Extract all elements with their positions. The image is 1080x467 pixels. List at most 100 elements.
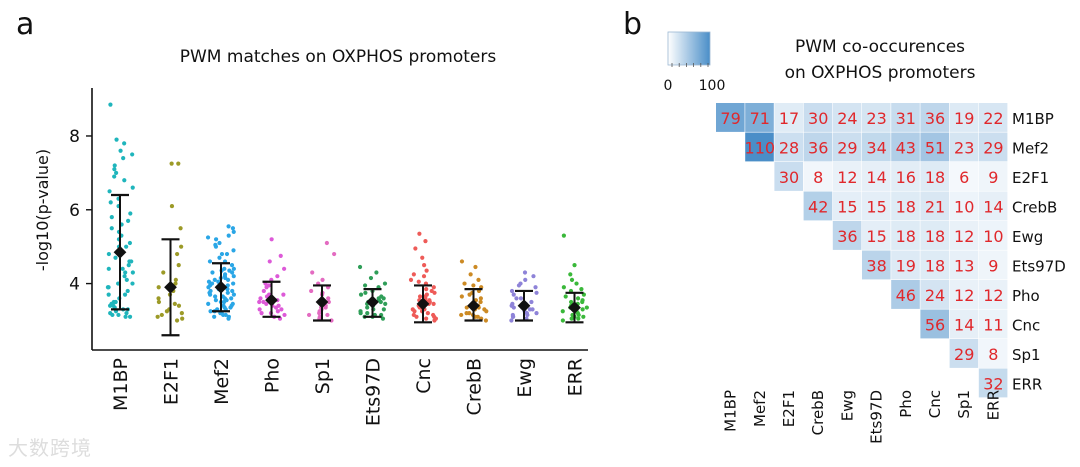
heatmap-cell (949, 250, 979, 280)
data-point (459, 294, 464, 299)
heatmap-cell (891, 162, 920, 191)
data-point (231, 229, 236, 235)
heatmap-cell (832, 103, 862, 132)
heatmap-value: 12 (983, 286, 1003, 305)
data-point (282, 266, 287, 271)
data-point (374, 270, 379, 275)
data-point (230, 301, 235, 306)
heatmap-value: 6 (959, 168, 969, 187)
data-point (108, 310, 113, 316)
data-point (332, 251, 337, 257)
heatmap-cell (978, 280, 1008, 309)
x-tick-label: Ets97D (363, 358, 385, 426)
heatmap-value: 29 (837, 138, 857, 157)
heatmap-cell (978, 309, 1008, 339)
data-point (326, 299, 331, 305)
data-point (121, 156, 126, 161)
data-point (223, 312, 228, 318)
data-point (210, 270, 215, 275)
data-point (230, 226, 236, 231)
data-point (516, 283, 522, 288)
data-point (231, 292, 236, 297)
heatmap-cell (891, 280, 920, 309)
heatmap-value: 15 (837, 197, 857, 216)
data-point (226, 233, 231, 238)
heatmap-value: 31 (896, 109, 916, 128)
mean-marker (467, 299, 480, 313)
panel-a-title: PWM matches on OXPHOS promoters (180, 47, 497, 67)
data-point (124, 244, 129, 249)
data-point (113, 299, 118, 305)
data-point (420, 255, 425, 260)
data-point (416, 279, 421, 284)
data-point (176, 263, 181, 268)
data-point (223, 275, 228, 281)
data-point (510, 301, 515, 306)
heatmap-value: 14 (954, 315, 974, 334)
data-point (213, 298, 218, 303)
heatmap-value: 38 (866, 256, 886, 275)
data-point (226, 224, 231, 229)
data-point (123, 270, 128, 275)
data-point (125, 288, 130, 294)
heatmap-cell (803, 191, 833, 221)
mean-marker (265, 293, 278, 307)
heatmap-value: 19 (954, 109, 974, 128)
data-point (376, 296, 381, 301)
data-point (525, 312, 530, 318)
data-point (222, 305, 227, 310)
data-point (425, 310, 430, 316)
column-label: Pho (897, 390, 915, 418)
data-point (207, 259, 213, 264)
data-point (155, 314, 160, 319)
data-point (229, 263, 235, 268)
colorbar-ticks (671, 63, 709, 67)
data-point (130, 152, 135, 157)
data-point (230, 270, 235, 275)
data-point (358, 310, 363, 316)
row-label: Sp1 (1012, 346, 1041, 364)
heatmap-value: 9 (988, 168, 998, 187)
data-point (568, 272, 573, 277)
data-point (511, 292, 516, 297)
data-point (107, 303, 113, 308)
data-point (473, 264, 478, 270)
data-point (464, 305, 469, 310)
data-point (106, 251, 111, 257)
data-point (257, 307, 262, 312)
heatmap-value: 14 (866, 168, 886, 187)
heatmap-value: 22 (983, 109, 1003, 128)
data-point (229, 296, 234, 301)
data-point (310, 270, 315, 275)
data-point (569, 277, 575, 282)
heatmap-value: 43 (896, 138, 916, 157)
x-tick-label: Sp1 (312, 358, 334, 394)
heatmap-value: 32 (983, 374, 1003, 393)
data-point (130, 270, 135, 275)
row-label: M1BP (1012, 110, 1054, 128)
data-point (523, 277, 528, 282)
heatmap-cell (978, 191, 1008, 221)
data-point (217, 255, 222, 260)
data-point (206, 279, 212, 284)
heatmap-cell (920, 103, 949, 132)
x-tick-label: Ewg (514, 358, 536, 398)
data-point (383, 301, 388, 306)
heatmap-value: 10 (983, 227, 1003, 246)
heatmap-cell (949, 162, 979, 191)
column-label: Cnc (926, 390, 944, 418)
data-point (362, 283, 368, 288)
data-point (534, 290, 539, 295)
heatmap-value: 36 (925, 109, 945, 128)
row-label: CrebB (1012, 198, 1057, 216)
data-point (518, 296, 524, 301)
data-point (510, 314, 516, 319)
data-point (122, 274, 127, 279)
data-point (120, 266, 125, 271)
data-point (368, 275, 374, 281)
colorbar-max-label: 100 (699, 78, 726, 94)
heatmap-value: 8 (813, 168, 823, 187)
heatmap-value: 13 (954, 256, 974, 275)
heatmap-cell (832, 191, 862, 221)
heatmap-value: 30 (808, 109, 828, 128)
